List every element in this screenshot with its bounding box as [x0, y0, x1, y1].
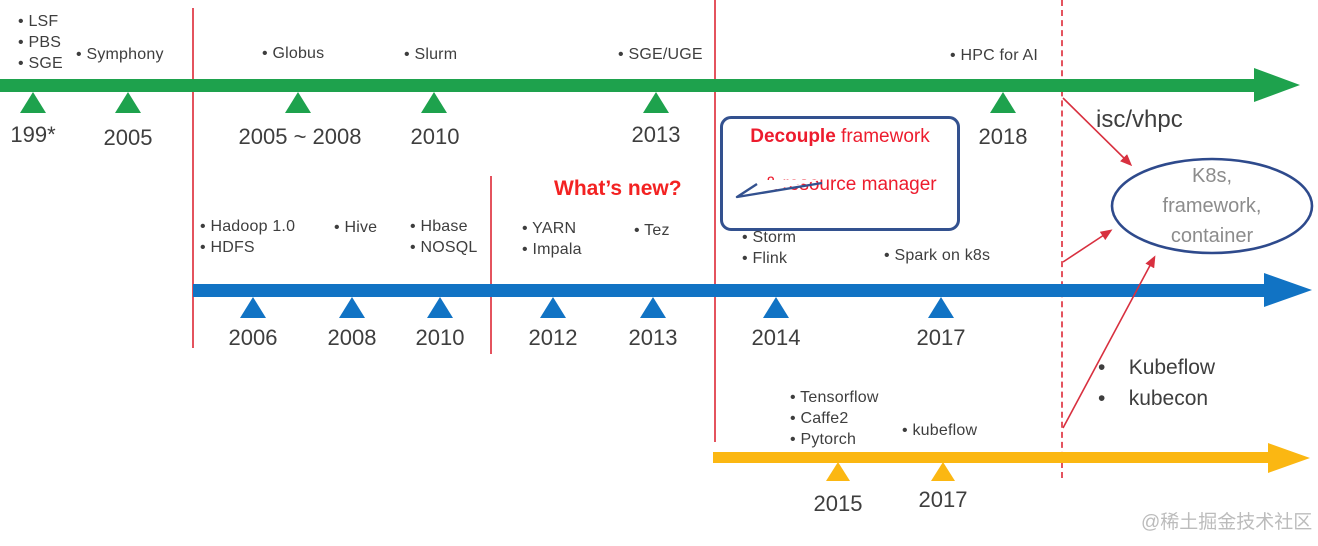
hpc-event-label: • SGE/UGE [618, 46, 703, 63]
bigdata-marker [240, 297, 266, 318]
ml-timeline-bar [713, 452, 1270, 463]
bigdata-year: 2012 [528, 325, 578, 350]
hpc-year: 199* [10, 122, 56, 147]
hpc-event-label: • HPC for AI [950, 47, 1039, 64]
hpc-marker [20, 92, 46, 113]
era-divider-line-dashed [1061, 0, 1063, 478]
watermark-text: @稀土掘金技术社区 [1141, 512, 1313, 533]
ml-marker [931, 462, 955, 481]
hpc-event-label: • Globus [262, 45, 325, 62]
ml-event-label: • kubeflow [902, 422, 978, 439]
hpc-year: 2005 ~ 2008 [238, 124, 362, 149]
era-divider-line-1 [192, 8, 194, 348]
ml-timeline-arrowhead-icon [1268, 443, 1310, 473]
bigdata-marker [640, 297, 666, 318]
hpc-marker [285, 92, 311, 113]
era-divider-line-3 [714, 0, 716, 442]
hpc-timeline-bar [0, 79, 1256, 92]
era-divider-line-2 [490, 176, 492, 354]
bigdata-year: 2013 [628, 325, 678, 350]
ml-marker [826, 462, 850, 481]
bigdata-year: 2006 [228, 325, 278, 350]
hpc-marker [115, 92, 141, 113]
arrow-bigdata-to-k8s [1062, 229, 1113, 263]
hpc-timeline-arrowhead-icon [1254, 68, 1300, 102]
isc-vhpc-label: isc/vhpc [1096, 106, 1183, 133]
hpc-event-label: • Symphony [76, 46, 164, 63]
hpc-event-label: • LSF • PBS • SGE [18, 13, 63, 72]
ml-year: 2017 [918, 487, 968, 512]
decouple-rest-text: framework [835, 126, 930, 147]
bigdata-timeline-bar [193, 284, 1266, 297]
bigdata-event-label: • Tez [634, 222, 670, 239]
bigdata-marker [763, 297, 789, 318]
kubeflow-kubecon-list: • Kubeflow • kubecon [1098, 356, 1216, 410]
bigdata-marker [427, 297, 453, 318]
hpc-year: 2005 [103, 125, 153, 150]
bigdata-year: 2008 [327, 325, 377, 350]
hpc-year: 2010 [410, 124, 460, 149]
bigdata-timeline-arrowhead-icon [1264, 273, 1312, 307]
ml-event-label: • Tensorflow • Caffe2 • Pytorch [790, 389, 879, 448]
bigdata-marker [928, 297, 954, 318]
bigdata-marker [339, 297, 365, 318]
hpc-marker [990, 92, 1016, 113]
hpc-year: 2018 [978, 124, 1028, 149]
whats-new-label: What’s new? [554, 177, 682, 200]
decouple-bold-text: Decouple [750, 126, 836, 147]
bigdata-event-label: • Hbase • NOSQL [410, 218, 478, 256]
bigdata-event-label: • Hadoop 1.0 • HDFS [200, 218, 296, 256]
bigdata-year: 2014 [751, 325, 801, 350]
k8s-ellipse-label: K8s, framework, container [1162, 165, 1262, 247]
hpc-event-label: • Slurm [404, 46, 458, 63]
bigdata-event-label: • Hive [334, 219, 378, 236]
bigdata-year: 2010 [415, 325, 465, 350]
decouple-speech-bubble: Decouple framework & resource manager [720, 116, 960, 231]
hpc-marker [643, 92, 669, 113]
hpc-marker [421, 92, 447, 113]
bigdata-event-label: • YARN • Impala [522, 220, 582, 258]
ml-year: 2015 [813, 491, 863, 516]
bigdata-year: 2017 [916, 325, 966, 350]
bigdata-marker [540, 297, 566, 318]
decouple-line2-text: & resource manager [764, 174, 937, 195]
hpc-year: 2013 [631, 122, 681, 147]
bigdata-event-label: • Spark on k8s [884, 247, 991, 264]
